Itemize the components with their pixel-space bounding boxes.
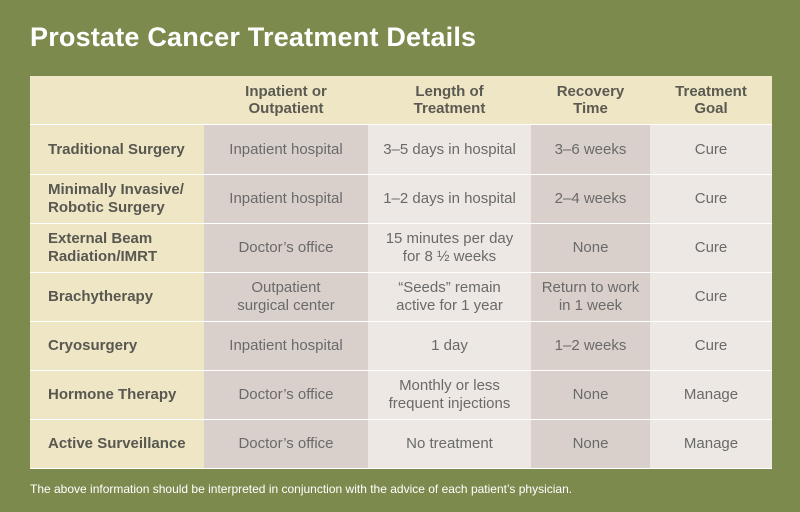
table-row: Minimally Invasive/ Robotic Surgery Inpa… (30, 174, 772, 224)
header-corner-cell (30, 76, 204, 125)
recovery-cell: None (531, 419, 650, 469)
recovery-cell: 2–4 weeks (531, 174, 650, 224)
goal-cell: Cure (650, 174, 772, 224)
table-row: Brachytherapy Outpatient surgical center… (30, 272, 772, 322)
header-setting: Inpatient or Outpatient (204, 76, 368, 125)
table-row: Hormone Therapy Doctor’s office Monthly … (30, 370, 772, 420)
setting-cell: Doctor’s office (204, 419, 368, 469)
recovery-cell: 3–6 weeks (531, 124, 650, 175)
recovery-cell: None (531, 223, 650, 273)
length-cell: 1–2 days in hospital (368, 174, 531, 224)
setting-cell: Outpatient surgical center (204, 272, 368, 322)
length-cell: 1 day (368, 321, 531, 371)
goal-cell: Cure (650, 272, 772, 322)
length-cell: No treatment (368, 419, 531, 469)
table-row: External Beam Radiation/IMRT Doctor’s of… (30, 223, 772, 273)
treatment-table: Inpatient or Outpatient Length of Treatm… (30, 76, 772, 469)
treatment-table-container: Inpatient or Outpatient Length of Treatm… (30, 76, 772, 469)
recovery-cell: Return to work in 1 week (531, 272, 650, 322)
setting-cell: Doctor’s office (204, 223, 368, 273)
page-title: Prostate Cancer Treatment Details (30, 22, 477, 52)
goal-cell: Cure (650, 223, 772, 273)
setting-cell: Inpatient hospital (204, 321, 368, 371)
table-header-row: Inpatient or Outpatient Length of Treatm… (30, 76, 772, 125)
treatment-name: Brachytherapy (30, 272, 204, 322)
table-row: Active Surveillance Doctor’s office No t… (30, 419, 772, 469)
length-cell: 15 minutes per day for 8 ½ weeks (368, 223, 531, 273)
setting-cell: Inpatient hospital (204, 124, 368, 175)
treatment-name: External Beam Radiation/IMRT (30, 223, 204, 273)
header-length: Length of Treatment (368, 76, 531, 125)
footnote: The above information should be interpre… (30, 482, 573, 496)
table-row: Cryosurgery Inpatient hospital 1 day 1–2… (30, 321, 772, 371)
recovery-cell: None (531, 370, 650, 420)
header-recovery: Recovery Time (531, 76, 650, 125)
treatment-name: Hormone Therapy (30, 370, 204, 420)
goal-cell: Manage (650, 419, 772, 469)
length-cell: Monthly or less frequent injections (368, 370, 531, 420)
length-cell: “Seeds” remain active for 1 year (368, 272, 531, 322)
setting-cell: Doctor’s office (204, 370, 368, 420)
treatment-name: Active Surveillance (30, 419, 204, 469)
treatment-name: Traditional Surgery (30, 124, 204, 175)
goal-cell: Manage (650, 370, 772, 420)
recovery-cell: 1–2 weeks (531, 321, 650, 371)
header-goal: Treatment Goal (650, 76, 772, 125)
length-cell: 3–5 days in hospital (368, 124, 531, 175)
treatment-name: Minimally Invasive/ Robotic Surgery (30, 174, 204, 224)
setting-cell: Inpatient hospital (204, 174, 368, 224)
table-row: Traditional Surgery Inpatient hospital 3… (30, 124, 772, 175)
goal-cell: Cure (650, 124, 772, 175)
treatment-name: Cryosurgery (30, 321, 204, 371)
goal-cell: Cure (650, 321, 772, 371)
